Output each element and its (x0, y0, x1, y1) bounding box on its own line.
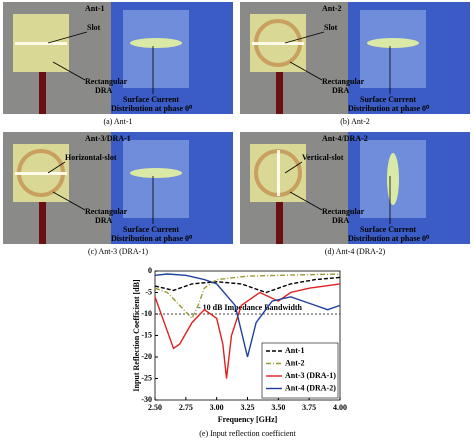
y-tick-label: -30 (141, 395, 152, 404)
x-tick-label: 4.00 (333, 403, 347, 412)
panel-title: Ant-3/DRA-1 (85, 134, 131, 143)
slot-label: Slot (87, 23, 101, 32)
slot-label: Slot (324, 23, 338, 32)
x-axis-label: Frequency [GHz] (218, 415, 278, 424)
x-tick-label: 2.50 (148, 403, 162, 412)
dra-label: Rectangular (322, 207, 365, 216)
y-tick-label: -5 (145, 287, 152, 296)
hotspot (387, 153, 399, 205)
current-label: Surface Current (123, 95, 179, 104)
series-line (154, 273, 341, 358)
x-tick-label: 3.25 (241, 403, 255, 412)
field-box (123, 10, 189, 88)
y-tick-label: -20 (141, 352, 152, 361)
legend-label: Ant-4 (DRA-2) (285, 383, 336, 392)
arrow (284, 31, 325, 44)
series-line (154, 273, 341, 320)
dra-label: DRA (95, 86, 113, 95)
dra-label: Rectangular (85, 77, 128, 86)
y-axis-label: Input Reflection Coefficient [dB] (132, 279, 141, 392)
arrow (284, 161, 303, 174)
annotation: - 10 dB Impedance Bandwidth (198, 303, 303, 312)
slot-label: Horizontal-slot (65, 153, 117, 162)
dra-label: DRA (332, 86, 350, 95)
dra-label: Rectangular (322, 77, 365, 86)
feed-line (39, 72, 46, 114)
current-label: Surface Current (123, 225, 179, 234)
series-line (154, 283, 341, 379)
legend-label: Ant-3 (DRA-1) (285, 371, 336, 380)
field-box (123, 140, 189, 218)
x-tick-label: 2.75 (179, 403, 193, 412)
hotspot (130, 168, 182, 178)
panel-caption: (b) Ant-2 (340, 117, 370, 126)
panel-caption: (c) Ant-3 (DRA-1) (88, 247, 148, 256)
series-line (154, 276, 341, 294)
y-tick-label: 0 (148, 266, 152, 275)
current-label: Distribution at phase 0⁰ (111, 104, 193, 113)
x-tick-label: 3.00 (210, 403, 224, 412)
arrow (52, 61, 86, 81)
panel-title: Ant-2 (322, 4, 342, 13)
feed-line (276, 72, 283, 114)
feed-line (39, 202, 46, 244)
arrow (289, 61, 323, 81)
y-tick-label: -25 (141, 373, 152, 382)
slot (15, 172, 67, 175)
y-tick-label: -15 (141, 330, 152, 339)
legend-label: Ant-1 (285, 346, 305, 355)
field-box (360, 10, 426, 88)
dra-label: DRA (95, 216, 113, 225)
x-tick-label: 3.75 (302, 403, 316, 412)
panel: Ant-3/DRA-1 Horizontal-slot RectangularDRA… (3, 132, 233, 256)
feed-line (276, 202, 283, 244)
legend-label: Ant-2 (285, 358, 305, 367)
panel-caption: (a) Ant-1 (103, 117, 132, 126)
dra-label: DRA (332, 216, 350, 225)
hotspot (367, 38, 419, 48)
current-label: Distribution at phase 0⁰ (348, 104, 430, 113)
x-tick-label: 3.50 (271, 403, 285, 412)
arrow (47, 31, 88, 44)
panel-title: Ant-4/DRA-2 (322, 134, 368, 143)
slot-label: Vertical-slot (302, 153, 344, 162)
current-label: Distribution at phase 0⁰ (111, 234, 193, 243)
hotspot (130, 38, 182, 48)
panel-title: Ant-1 (85, 4, 105, 13)
slot (252, 42, 304, 45)
y-tick-label: -10 (141, 309, 152, 318)
arrow (289, 191, 323, 211)
arrow (52, 191, 86, 211)
panel-caption: (d) Ant-4 (DRA-2) (325, 247, 386, 256)
current-label: Surface Current (360, 95, 416, 104)
chart-caption: (e) Input reflection coefficient (199, 429, 296, 438)
arrow (47, 161, 66, 174)
current-label: Surface Current (360, 225, 416, 234)
dra-label: Rectangular (85, 207, 128, 216)
current-label: Distribution at phase 0⁰ (348, 234, 430, 243)
slot (277, 150, 280, 196)
slot (15, 42, 67, 45)
